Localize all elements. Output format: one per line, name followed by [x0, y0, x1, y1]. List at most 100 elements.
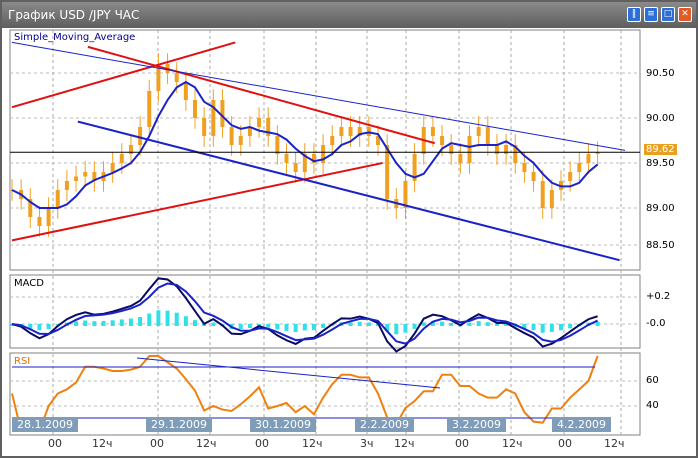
price-candle — [302, 154, 307, 172]
price-candle — [147, 91, 152, 127]
macd-histogram-bar — [540, 324, 545, 333]
price-candle — [193, 100, 197, 118]
rsi-label: RSI — [14, 356, 31, 367]
macd-histogram-bar — [211, 322, 216, 326]
rsi-trend-line — [136, 357, 441, 389]
macd-histogram-bar — [321, 324, 326, 329]
price-candle — [275, 136, 280, 154]
price-candle — [412, 154, 417, 181]
sma-line — [11, 80, 599, 209]
price-candle — [321, 145, 326, 163]
trend-line — [87, 45, 435, 145]
price-candle — [357, 127, 362, 136]
macd-histogram-bar — [559, 324, 563, 331]
list-button[interactable]: ≡ — [644, 7, 658, 22]
trend-line — [11, 41, 626, 151]
price-tick: 89.00 — [646, 203, 675, 214]
price-candle — [37, 217, 42, 226]
macd-histogram-bar — [595, 321, 600, 326]
rsi-tick: 60 — [646, 375, 659, 386]
trend-line — [77, 120, 620, 262]
time-tick: 12ч — [92, 437, 113, 450]
price-candle — [55, 190, 60, 208]
macd-histogram-bar — [476, 321, 481, 326]
macd-histogram-bar — [311, 324, 316, 331]
macd-tick: +0.2 — [646, 291, 671, 302]
time-tick: 00 — [455, 437, 469, 450]
macd-histogram-bar — [403, 324, 408, 333]
macd-histogram-bar — [440, 321, 445, 326]
macd-histogram-bar — [348, 322, 353, 326]
tile-button[interactable]: ‖ — [627, 7, 641, 22]
macd-histogram-bar — [302, 324, 307, 331]
macd-histogram-bar — [531, 324, 536, 331]
macd-histogram-bar — [275, 324, 280, 330]
date-label: 29.1.2009 — [146, 417, 212, 432]
price-candle — [257, 118, 262, 127]
maximize-button[interactable]: □ — [661, 7, 675, 22]
price-tick: 89.50 — [646, 158, 675, 169]
price-candle — [531, 172, 536, 181]
macd-histogram-bar — [284, 324, 289, 331]
price-tick: 90.50 — [646, 68, 675, 79]
panel-frame — [9, 274, 641, 349]
macd-histogram-bar — [568, 324, 573, 329]
macd-histogram-bar — [174, 312, 179, 326]
macd-histogram-bar — [449, 322, 454, 326]
price-candle — [385, 145, 390, 199]
time-tick: 00 — [150, 437, 164, 450]
time-tick: 00 — [255, 437, 269, 450]
macd-histogram-bar — [128, 318, 133, 326]
macd-histogram-bar — [247, 324, 252, 329]
time-tick: 00 — [558, 437, 572, 450]
price-candle — [46, 208, 51, 226]
date-label: 3.2.2009 — [447, 417, 506, 432]
macd-label: MACD — [14, 278, 44, 289]
price-candle — [376, 136, 380, 145]
price-candle — [513, 145, 518, 163]
window-title: График USD /JPY ЧАС — [2, 2, 696, 28]
price-candle — [449, 145, 454, 154]
price-candle — [247, 127, 252, 136]
time-tick: 12ч — [502, 437, 523, 450]
price-candle — [595, 152, 600, 154]
macd-histogram-bar — [385, 324, 390, 332]
date-label: 28.1.2009 — [12, 417, 78, 432]
macd-histogram-bar — [83, 320, 88, 326]
macd-histogram-bar — [119, 319, 124, 326]
price-candle — [440, 136, 445, 145]
price-candle — [549, 190, 554, 208]
macd-histogram-bar — [92, 321, 97, 326]
macd-histogram-bar — [28, 324, 33, 329]
macd-histogram-bar — [504, 323, 509, 326]
price-candle — [92, 172, 97, 181]
rsi-tick: 40 — [646, 400, 659, 411]
price-candle — [202, 118, 207, 136]
price-candle — [110, 163, 115, 172]
time-tick: 12ч — [394, 437, 415, 450]
macd-histogram-bar — [430, 321, 435, 326]
price-candle — [138, 127, 143, 145]
macd-histogram-bar — [467, 322, 472, 326]
time-tick: 12ч — [604, 437, 625, 450]
macd-histogram-bar — [494, 323, 499, 326]
macd-histogram-bar — [366, 322, 371, 326]
price-candle — [348, 127, 353, 136]
close-button[interactable]: ✕ — [678, 7, 692, 22]
macd-histogram-bar — [193, 320, 197, 326]
date-label: 4.2.2009 — [552, 417, 611, 432]
price-candle — [485, 127, 490, 145]
time-tick: 00 — [48, 437, 62, 450]
trend-line — [11, 41, 236, 109]
price-candle — [577, 163, 582, 172]
macd-histogram-bar — [293, 324, 298, 332]
price-candle — [229, 127, 234, 145]
macd-histogram-bar — [412, 324, 417, 329]
macd-histogram-bar — [266, 324, 271, 328]
macd-histogram-bar — [110, 320, 115, 326]
sma-label: Simple_Moving_Average — [14, 32, 136, 43]
price-candle — [476, 127, 481, 136]
price-candle — [293, 163, 298, 172]
macd-histogram-bar — [165, 310, 170, 326]
